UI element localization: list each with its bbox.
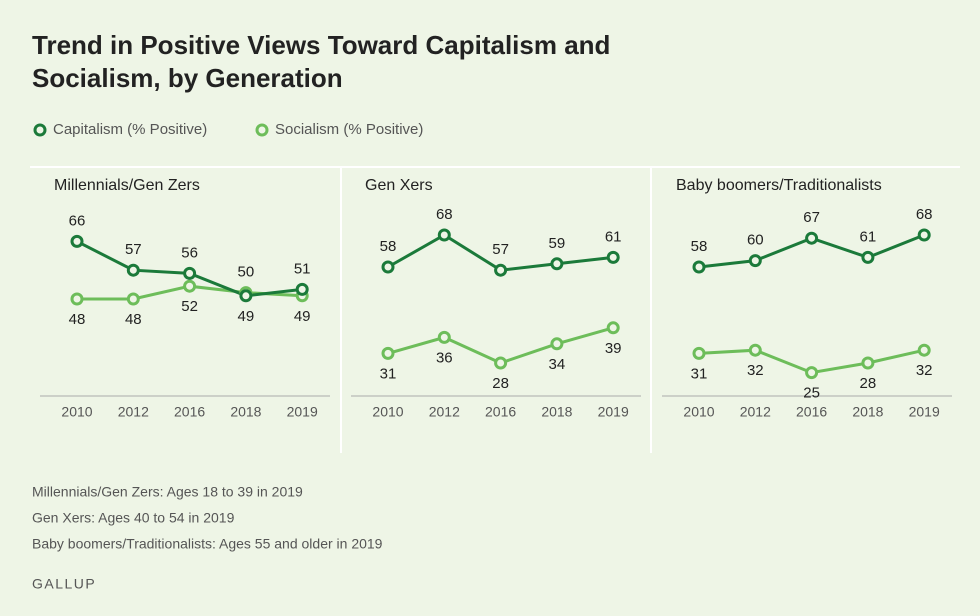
data-label: 32	[747, 362, 764, 379]
note: Gen Xers: Ages 40 to 54 in 2019	[32, 510, 235, 526]
point	[239, 289, 253, 303]
source: GALLUP	[32, 576, 96, 592]
x-tick-label: 2016	[485, 404, 516, 420]
point	[70, 292, 84, 306]
data-label: 60	[747, 232, 764, 249]
point	[917, 228, 931, 242]
data-label: 61	[605, 228, 622, 245]
legend-label: Socialism (% Positive)	[275, 121, 423, 138]
data-label: 34	[549, 356, 566, 373]
data-label: 48	[125, 311, 142, 328]
point	[550, 257, 564, 271]
point	[126, 292, 140, 306]
point	[805, 366, 819, 380]
note: Baby boomers/Traditionalists: Ages 55 an…	[32, 536, 383, 552]
data-label: 57	[492, 241, 509, 258]
point	[917, 343, 931, 357]
data-label: 56	[181, 244, 198, 261]
data-label: 28	[860, 375, 877, 392]
legend-label: Capitalism (% Positive)	[53, 121, 207, 138]
x-tick-label: 2019	[909, 404, 940, 420]
chart-title: Trend in Positive Views Toward Capitalis…	[32, 30, 611, 93]
data-label: 58	[380, 238, 397, 255]
x-tick-label: 2016	[174, 404, 205, 420]
panel-title: Baby boomers/Traditionalists	[676, 177, 882, 194]
data-label: 49	[294, 308, 311, 325]
point	[126, 263, 140, 277]
x-tick-label: 2010	[683, 404, 714, 420]
point	[550, 337, 564, 351]
x-tick-label: 2018	[852, 404, 883, 420]
point	[494, 263, 508, 277]
point	[437, 228, 451, 242]
legend-marker	[255, 123, 269, 137]
point	[494, 356, 508, 370]
data-label: 52	[181, 298, 198, 315]
point	[183, 266, 197, 280]
x-tick-label: 2016	[796, 404, 827, 420]
note: Millennials/Gen Zers: Ages 18 to 39 in 2…	[32, 484, 303, 500]
data-label: 25	[803, 385, 820, 402]
point	[606, 250, 620, 264]
point	[692, 346, 706, 360]
data-label: 57	[125, 241, 142, 258]
point	[805, 231, 819, 245]
legend-marker	[33, 123, 47, 137]
data-label: 59	[549, 235, 566, 252]
data-label: 31	[691, 365, 708, 382]
data-label: 68	[916, 206, 933, 223]
data-label: 39	[605, 340, 622, 357]
data-label: 51	[294, 260, 311, 277]
point	[606, 321, 620, 335]
data-label: 61	[860, 228, 877, 245]
x-tick-label: 2018	[541, 404, 572, 420]
x-tick-label: 2010	[61, 404, 92, 420]
point	[861, 356, 875, 370]
point	[692, 260, 706, 274]
x-tick-label: 2019	[287, 404, 318, 420]
point	[295, 282, 309, 296]
data-label: 49	[238, 308, 255, 325]
x-tick-label: 2012	[429, 404, 460, 420]
data-label: 68	[436, 206, 453, 223]
x-tick-label: 2010	[372, 404, 403, 420]
point	[748, 254, 762, 268]
data-label: 36	[436, 349, 453, 366]
point	[437, 330, 451, 344]
point	[70, 234, 84, 248]
x-tick-label: 2019	[598, 404, 629, 420]
x-tick-label: 2012	[118, 404, 149, 420]
data-label: 50	[238, 264, 255, 281]
data-label: 31	[380, 365, 397, 382]
point	[861, 250, 875, 264]
data-label: 48	[69, 311, 86, 328]
point	[748, 343, 762, 357]
point	[381, 346, 395, 360]
point	[183, 279, 197, 293]
x-tick-label: 2012	[740, 404, 771, 420]
data-label: 28	[492, 375, 509, 392]
panel-title: Gen Xers	[365, 177, 433, 194]
data-label: 67	[803, 209, 820, 226]
x-tick-label: 2018	[230, 404, 261, 420]
data-label: 58	[691, 238, 708, 255]
point	[381, 260, 395, 274]
panel-title: Millennials/Gen Zers	[54, 177, 200, 194]
data-label: 66	[69, 212, 86, 229]
data-label: 32	[916, 362, 933, 379]
